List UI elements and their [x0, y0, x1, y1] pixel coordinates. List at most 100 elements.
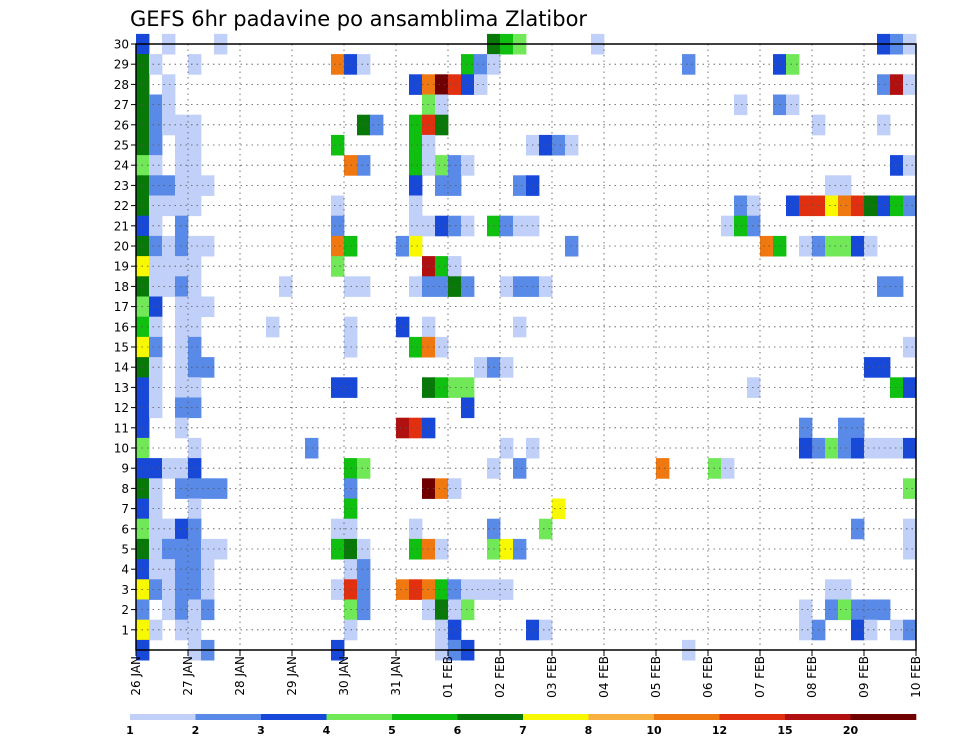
heatmap-cell — [357, 114, 371, 136]
heatmap-cell — [188, 397, 202, 419]
heatmap-cell — [331, 256, 345, 277]
grid-lines — [136, 43, 916, 650]
y-tick-label: 8 — [121, 482, 129, 496]
heatmap-cell — [188, 559, 202, 580]
heatmap-cell — [188, 155, 202, 176]
colorbar-label: 12 — [712, 724, 727, 737]
heatmap-cell — [409, 235, 423, 257]
heatmap-cell — [435, 478, 449, 499]
y-tick-label: 25 — [114, 139, 129, 153]
y-axis-ticks: 1234567891011121314151617181920212223242… — [114, 38, 136, 637]
heatmap-cell — [838, 175, 852, 196]
colorbar-swatch — [719, 714, 786, 720]
heatmap-cell — [877, 195, 891, 217]
heatmap-cell — [890, 619, 904, 641]
heatmap-cell — [331, 134, 345, 156]
heatmap-cell — [188, 498, 202, 520]
heatmap-cell — [175, 559, 189, 580]
heatmap-cell — [448, 478, 462, 499]
heatmap-cell — [734, 195, 748, 217]
heatmap-cell — [175, 114, 189, 136]
y-tick-label: 11 — [114, 421, 129, 435]
heatmap-cell — [396, 235, 410, 257]
heatmap-cell — [747, 377, 761, 398]
y-tick-label: 5 — [121, 543, 129, 557]
colorbar-label: 20 — [843, 724, 859, 737]
heatmap-cell — [448, 276, 462, 297]
heatmap-cell — [864, 619, 878, 641]
colorbar-label: 6 — [454, 724, 462, 737]
heatmap-cell — [162, 195, 176, 217]
colorbar-label: 2 — [192, 724, 200, 737]
y-tick-label: 27 — [114, 98, 129, 112]
heatmap-cell — [409, 336, 423, 358]
heatmap-cell — [188, 599, 202, 621]
colorbar-swatch — [130, 714, 196, 720]
heatmap-cell — [175, 256, 189, 277]
y-tick-label: 14 — [114, 361, 129, 375]
heatmap-cell — [357, 599, 371, 621]
heatmap-cell — [903, 336, 917, 358]
heatmap-cell — [435, 599, 449, 621]
heatmap-cell — [760, 235, 774, 257]
heatmap-cell — [513, 175, 527, 196]
heatmap-cell — [435, 619, 449, 641]
heatmap-cell — [149, 296, 163, 318]
heatmap-cell — [786, 54, 800, 75]
heatmap-cell — [331, 579, 345, 600]
heatmap-cell — [149, 54, 163, 75]
heatmap-cell — [149, 94, 163, 116]
heatmap-cell — [188, 437, 202, 459]
heatmap-cell — [799, 599, 813, 621]
heatmap-cell — [474, 74, 488, 95]
heatmap-cell — [903, 538, 917, 560]
heatmap-cell — [331, 215, 345, 237]
heatmap-cell — [903, 518, 917, 540]
colorbar-label: 7 — [519, 724, 527, 737]
chart-title: GEFS 6hr padavine po ansamblima Zlatibor — [130, 7, 587, 31]
heatmap-cell — [149, 316, 163, 338]
heatmap-cell — [903, 74, 917, 95]
heatmap-cell — [357, 458, 371, 479]
heatmap-cell — [149, 195, 163, 217]
heatmap-cell — [149, 498, 163, 520]
y-tick-label: 12 — [114, 401, 129, 415]
colorbar-swatch — [785, 714, 851, 720]
heatmap-cell — [890, 276, 904, 297]
heatmap-cell — [409, 215, 423, 237]
heatmap-cell — [825, 437, 839, 459]
heatmap-cell — [474, 579, 488, 600]
y-tick-label: 9 — [121, 462, 129, 476]
y-tick-label: 16 — [114, 320, 129, 334]
heatmap-cell — [266, 316, 280, 338]
x-tick-label: 04 FEB — [597, 656, 611, 698]
heatmap-cell — [539, 619, 553, 641]
heatmap-cell — [500, 579, 514, 600]
heatmap-cell — [799, 417, 813, 439]
x-axis-ticks: 26 JAN 27 JAN 28 JAN 29 JAN 30 JAN 31 JAN 01 F… — [129, 650, 923, 698]
heatmap-cell — [149, 276, 163, 297]
heatmap-cell — [149, 377, 163, 398]
heatmap-cell — [188, 579, 202, 600]
heatmap-cell — [149, 619, 163, 641]
heatmap-cell — [435, 276, 449, 297]
heatmap-cell — [175, 215, 189, 237]
colorbar-label: 4 — [323, 724, 331, 737]
colorbar-label: 8 — [585, 724, 593, 737]
heatmap-cell — [448, 175, 462, 196]
heatmap-cell — [175, 458, 189, 479]
heatmap-cell — [825, 195, 839, 217]
heatmap-cell — [877, 74, 891, 95]
heatmap-cell — [513, 276, 527, 297]
heatmap-cell — [188, 458, 202, 479]
y-tick-label: 21 — [114, 219, 129, 233]
heatmap-cell — [188, 134, 202, 156]
colorbar-label: 10 — [646, 724, 662, 737]
x-tick-label: 27 JAN — [181, 656, 195, 696]
colorbar: 1 2 3 4 5 6 7 8 10 12 15 20 — [126, 714, 917, 737]
heatmap-cell — [877, 357, 891, 378]
heatmap-cell — [461, 276, 475, 297]
heatmap-cell — [448, 619, 462, 641]
heatmap-cell — [448, 155, 462, 176]
